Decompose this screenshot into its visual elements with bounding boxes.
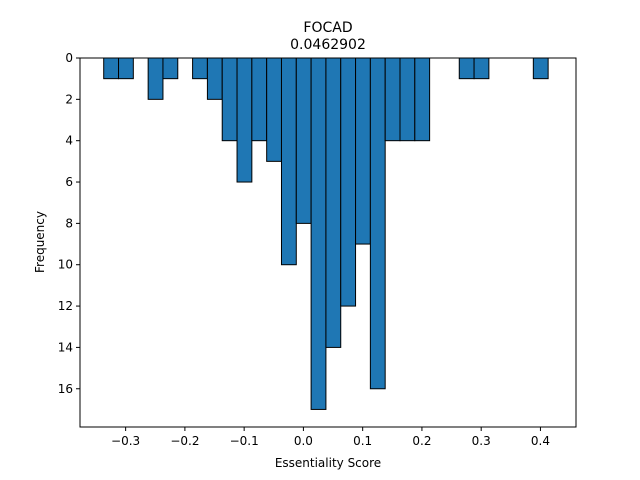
histogram-bar [369, 57, 386, 390]
x-tick-label: 0.1 [353, 434, 372, 448]
histogram-bar [280, 57, 297, 266]
plot-frame [79, 57, 577, 428]
histogram-bar [103, 57, 120, 80]
histogram-bar [251, 57, 268, 142]
histogram-bar [221, 57, 238, 142]
histogram-bar [162, 57, 179, 80]
histogram-bar [118, 57, 134, 80]
y-tick-label: 6 [65, 175, 73, 189]
y-tick-label: 10 [58, 258, 73, 272]
bars-group [103, 57, 549, 410]
x-tick-label: 0.4 [531, 434, 550, 448]
histogram-bar [192, 57, 208, 80]
x-tick-label: 0.2 [412, 434, 431, 448]
histogram-bar [236, 57, 253, 183]
histogram-bar [458, 57, 475, 80]
histogram-bar [473, 57, 490, 80]
x-axis-ticks: −0.3 −0.2 −0.1 0.0 0.1 0.2 0.3 0.4 [111, 427, 550, 448]
x-tick-label: −0.2 [170, 434, 199, 448]
y-axis-ticks: 0 2 4 6 8 10 12 14 16 [58, 51, 80, 396]
x-tick-label: 0.3 [472, 434, 491, 448]
histogram-bar [206, 57, 223, 100]
y-tick-label: 14 [58, 340, 73, 354]
histogram-bar [384, 57, 401, 142]
x-tick-label: −0.1 [230, 434, 259, 448]
histogram-bar [340, 57, 357, 307]
y-tick-label: 0 [65, 51, 73, 65]
y-axis-label: Frequency [33, 211, 47, 273]
histogram-bar [266, 57, 282, 162]
histogram-bar [147, 57, 164, 100]
y-tick-label: 4 [65, 134, 73, 148]
y-tick-label: 2 [65, 92, 73, 106]
histogram-bar [414, 57, 431, 142]
y-tick-label: 12 [58, 299, 73, 313]
chart-subtitle: 0.0462902 [290, 37, 366, 53]
histogram-bar [399, 57, 416, 142]
histogram-bar [295, 57, 312, 224]
x-tick-label: −0.3 [111, 434, 140, 448]
histogram-bar [532, 57, 549, 80]
x-axis-label: Essentiality Score [275, 456, 381, 470]
y-tick-label: 8 [65, 216, 73, 230]
y-tick-label: 16 [58, 382, 73, 396]
x-tick-label: 0.0 [294, 434, 313, 448]
histogram-bar [355, 57, 371, 245]
chart-title: FOCAD [303, 20, 352, 36]
histogram-bar [325, 57, 342, 348]
histogram-bar [310, 57, 327, 410]
